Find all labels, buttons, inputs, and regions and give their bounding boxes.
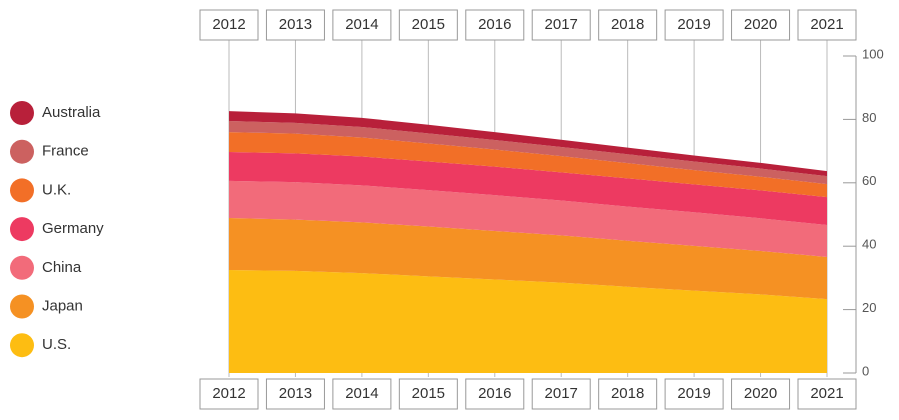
year-box — [265, 378, 325, 410]
year-box — [265, 9, 325, 41]
legend-label: Australia — [42, 104, 101, 121]
legend-swatch — [10, 294, 34, 319]
x-tick-label: 2020 — [744, 16, 777, 33]
area — [229, 120, 827, 185]
year-box — [465, 9, 525, 41]
x-tick-label: 2017 — [545, 385, 578, 402]
x-tick-label: 2019 — [677, 16, 710, 33]
x-tick-label: 2015 — [412, 16, 445, 33]
legend-swatch — [10, 333, 34, 358]
x-tick-label: 2016 — [478, 16, 511, 33]
x-tick-label: 2012 — [212, 385, 245, 402]
y-tick-label: 100 — [862, 46, 884, 61]
area — [229, 132, 827, 198]
x-tick-label: 2013 — [279, 385, 312, 402]
legend-swatch — [10, 217, 34, 242]
year-box — [731, 9, 791, 41]
x-tick-label: 2019 — [677, 385, 710, 402]
x-tick-label: 2013 — [279, 16, 312, 33]
x-tick-label: 2021 — [810, 385, 843, 402]
year-box — [199, 378, 259, 410]
legend-swatch — [10, 255, 34, 280]
area — [229, 152, 827, 225]
year-box — [465, 378, 525, 410]
area — [229, 269, 827, 373]
year-box — [598, 9, 658, 41]
year-box — [731, 378, 791, 410]
year-box — [531, 9, 591, 41]
legend-swatch — [10, 139, 34, 164]
y-tick-label: 80 — [862, 110, 876, 125]
legend-label: U.S. — [42, 336, 71, 353]
year-box — [199, 9, 259, 41]
year-box — [332, 378, 392, 410]
year-box — [598, 378, 658, 410]
year-box — [332, 9, 392, 41]
x-tick-label: 2014 — [345, 385, 378, 402]
legend-label: France — [42, 143, 89, 160]
x-tick-label: 2018 — [611, 16, 644, 33]
legend-swatch — [10, 101, 34, 125]
y-tick-label: 60 — [862, 173, 876, 188]
x-tick-label: 2018 — [611, 385, 644, 402]
legend-label: China — [42, 259, 82, 276]
y-tick-label: 40 — [862, 237, 876, 252]
x-tick-label: 2021 — [810, 16, 843, 33]
x-tick-label: 2016 — [478, 385, 511, 402]
year-box — [664, 9, 724, 41]
area — [229, 111, 827, 177]
y-tick-label: 0 — [862, 363, 869, 378]
x-tick-label: 2012 — [212, 16, 245, 33]
area — [229, 217, 827, 300]
year-box — [398, 9, 458, 41]
x-tick-label: 2017 — [545, 16, 578, 33]
x-tick-label: 2015 — [412, 385, 445, 402]
year-box — [531, 378, 591, 410]
area — [229, 180, 827, 257]
legend-label: U.K. — [42, 181, 71, 198]
legend-swatch — [10, 178, 34, 203]
year-box — [797, 9, 857, 41]
year-box — [398, 378, 458, 410]
year-box — [797, 378, 857, 410]
x-tick-label: 2020 — [744, 385, 777, 402]
year-box — [664, 378, 724, 410]
x-tick-label: 2014 — [345, 16, 378, 33]
legend-label: Germany — [42, 220, 104, 237]
y-tick-label: 20 — [862, 300, 876, 315]
legend-label: Japan — [42, 297, 83, 314]
